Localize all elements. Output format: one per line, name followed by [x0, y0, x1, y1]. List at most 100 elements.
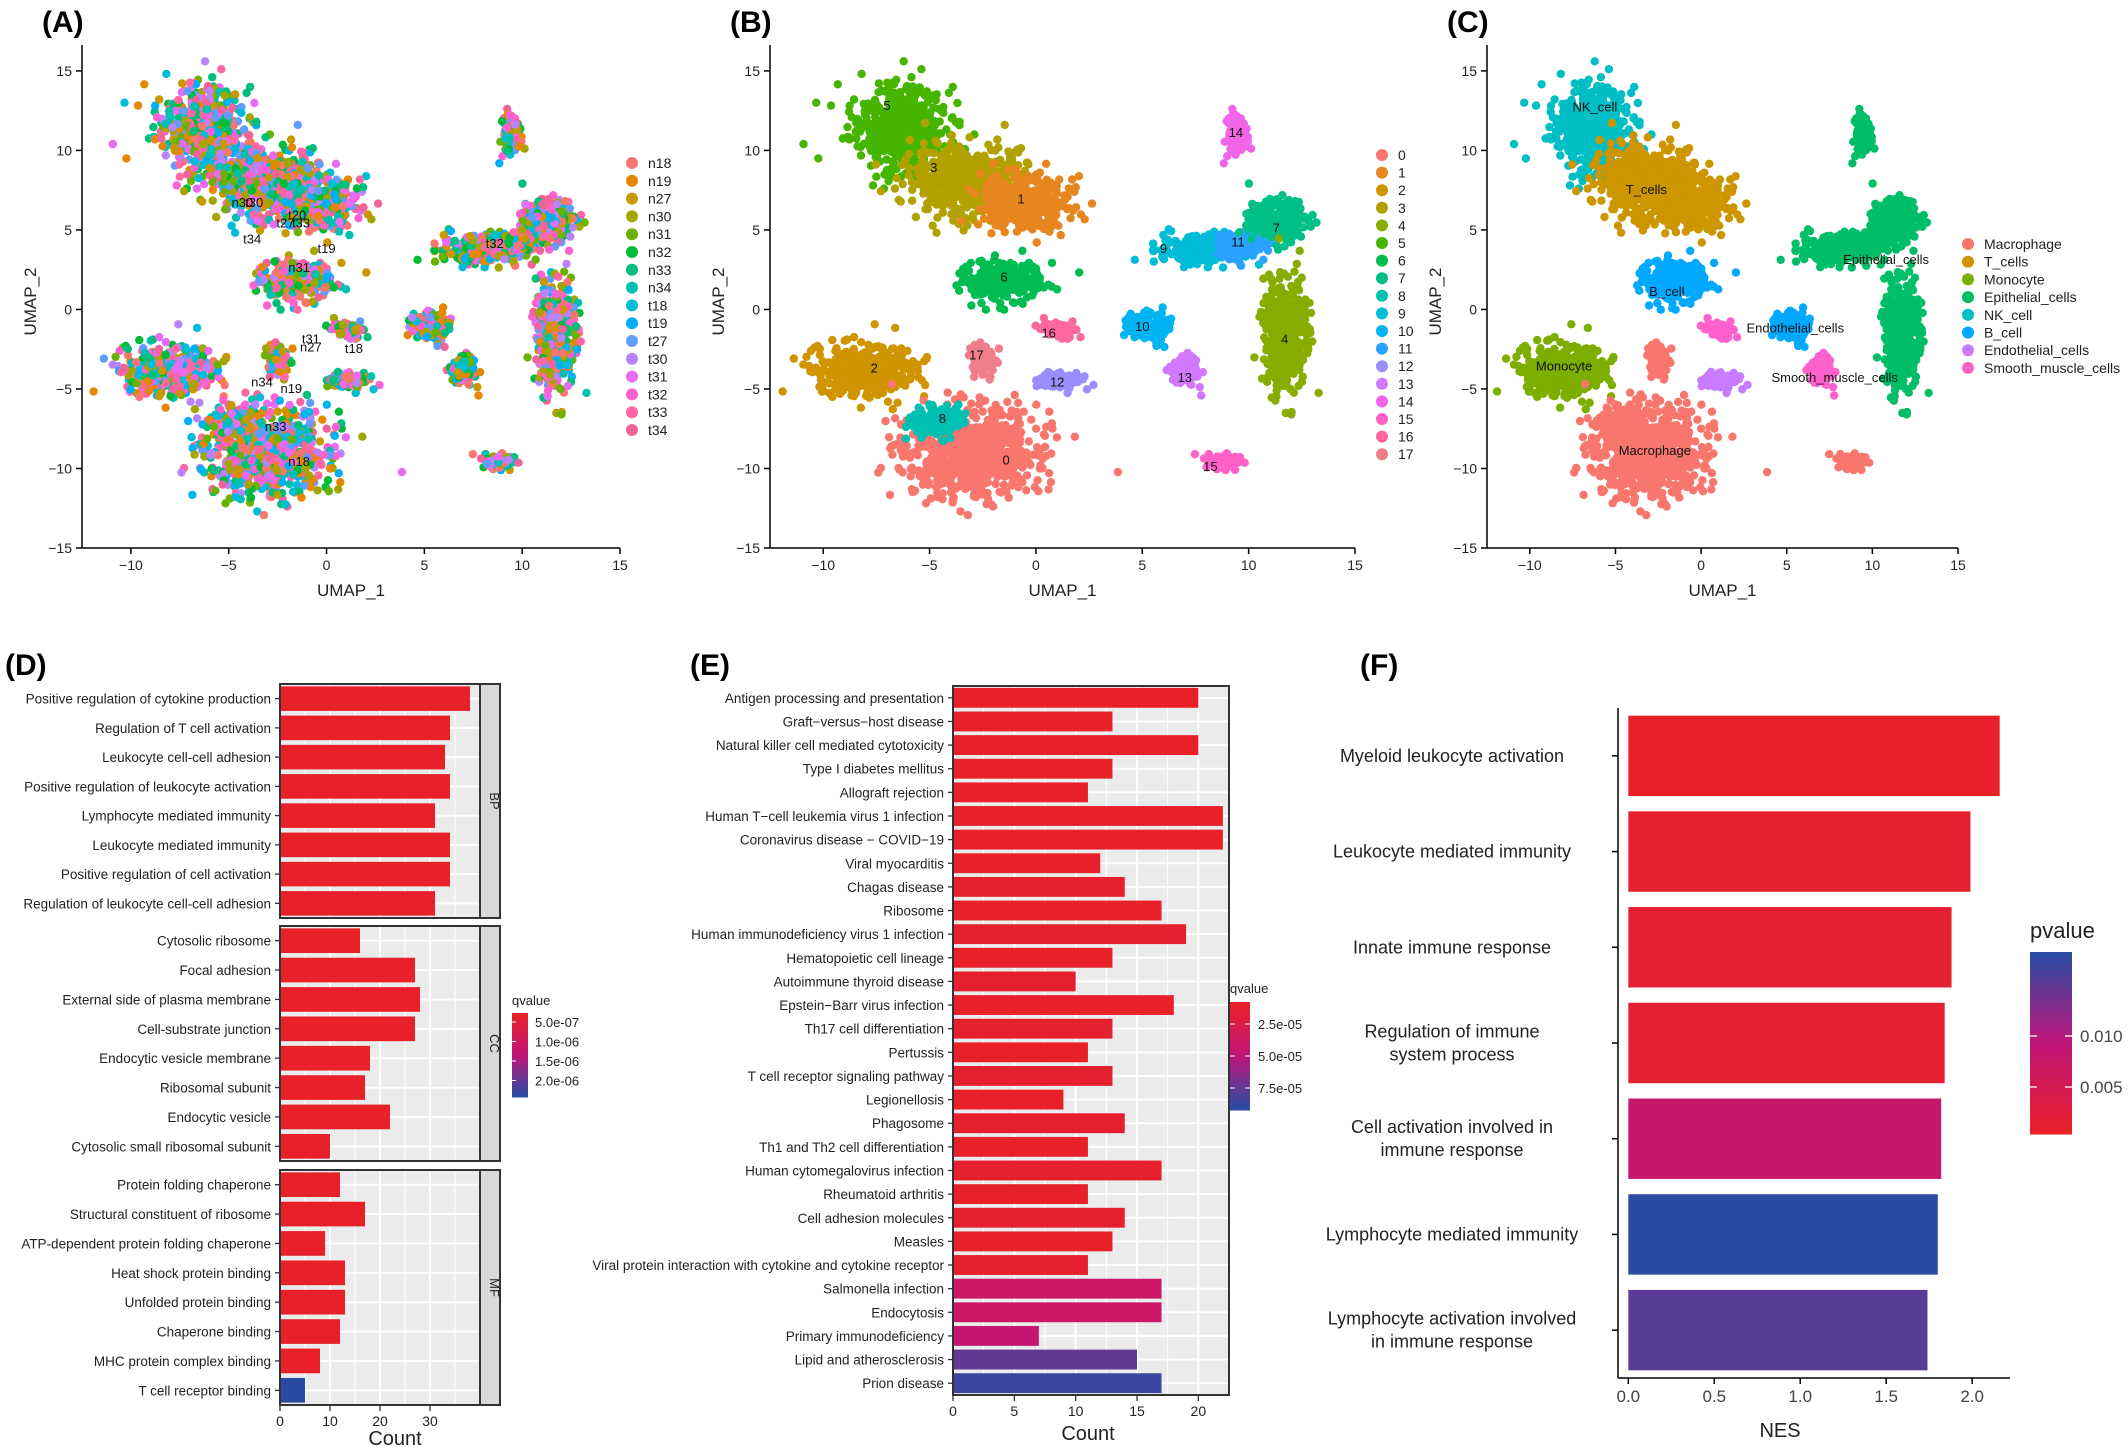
scatter-point — [190, 157, 199, 166]
scatter-point — [212, 411, 221, 420]
scatter-point — [285, 479, 294, 489]
scatter-point — [545, 370, 555, 380]
scatter-point — [244, 480, 253, 489]
legend-swatch — [626, 299, 638, 312]
scatter-point — [856, 151, 866, 160]
scatter-point — [341, 180, 350, 189]
scatter-point — [258, 263, 267, 272]
scatter-point — [329, 283, 338, 292]
scatter-point — [560, 197, 570, 206]
scatter-point — [253, 445, 262, 454]
scatter-point — [518, 216, 528, 225]
scatter-point — [253, 216, 263, 226]
scatter-point — [320, 283, 330, 292]
scatter-point — [566, 232, 575, 241]
scatter-point — [322, 273, 331, 282]
scatter-point — [494, 263, 503, 272]
scatter-point — [236, 426, 246, 435]
scatter-point — [151, 101, 160, 110]
scatter-point — [220, 91, 229, 100]
scatter-point — [295, 292, 305, 301]
scatter-point — [189, 379, 199, 389]
legend-label: t27 — [648, 333, 668, 349]
cluster-label: n27 — [300, 340, 322, 355]
scatter-point — [272, 268, 281, 277]
scatter-point — [178, 79, 187, 88]
scatter-point — [211, 486, 220, 495]
legend-label: n19 — [648, 173, 672, 189]
scatter-point — [202, 363, 211, 372]
scatter-point — [502, 123, 512, 132]
y-tick-label: 0 — [64, 301, 72, 317]
scatter-point — [327, 179, 336, 188]
scatter-point — [190, 163, 199, 172]
legend-swatch — [626, 352, 638, 365]
scatter-point — [161, 403, 170, 412]
scatter-point — [482, 459, 492, 469]
scatter-point — [315, 160, 324, 169]
scatter-point — [278, 347, 287, 356]
scatter-point — [278, 478, 287, 487]
scatter-point — [548, 359, 557, 369]
scatter-point — [194, 174, 203, 183]
scatter-point — [202, 99, 211, 108]
scatter-point — [219, 139, 228, 148]
scatter-point — [120, 98, 129, 107]
legend-label: n33 — [648, 262, 672, 278]
umap-panel-b: (B)−10 −5 0 5 10 15−15−10−5051015UMAP_1UMAP_2… — [709, 6, 1414, 600]
scatter-point — [301, 285, 310, 294]
scatter-point — [413, 255, 422, 264]
scatter-point — [475, 368, 485, 377]
scatter-point — [158, 142, 167, 151]
scatter-point — [200, 57, 210, 66]
scatter-point — [265, 407, 275, 417]
scatter-point — [330, 431, 339, 440]
scatter-point — [219, 177, 229, 186]
scatter-point — [133, 101, 143, 110]
scatter-point — [345, 230, 354, 240]
scatter-point — [354, 214, 363, 223]
scatter-point — [352, 378, 362, 388]
scatter-point — [169, 143, 179, 152]
scatter-point — [149, 122, 158, 132]
scatter-point — [266, 290, 275, 300]
scatter-point — [408, 327, 417, 336]
scatter-point — [202, 434, 212, 443]
scatter-point — [351, 325, 360, 334]
scatter-point — [551, 348, 560, 357]
scatter-point — [211, 114, 220, 123]
scatter-point — [539, 356, 548, 366]
scatter-point — [254, 430, 263, 439]
scatter-point — [308, 144, 317, 153]
legend-label: t33 — [648, 404, 668, 420]
scatter-point — [246, 408, 256, 417]
scatter-point — [359, 183, 368, 192]
cluster-label: t32 — [486, 236, 504, 251]
legend-swatch — [626, 174, 638, 187]
scatter-point — [450, 236, 460, 246]
scatter-point — [331, 159, 341, 168]
scatter-point — [99, 354, 109, 363]
scatter-point — [504, 455, 513, 464]
scatter-point — [426, 312, 435, 322]
scatter-point — [208, 185, 217, 195]
scatter-point — [337, 329, 346, 339]
scatter-point — [440, 342, 449, 352]
legend-swatch — [626, 157, 638, 169]
scatter-point — [582, 388, 591, 398]
cluster-label: n31 — [288, 260, 310, 275]
scatter-point — [196, 465, 206, 474]
scatter-point — [89, 387, 98, 396]
x-tick-label: 10 — [514, 557, 530, 573]
scatter-point — [359, 203, 368, 212]
scatter-point — [190, 450, 199, 459]
scatter-point — [161, 350, 171, 360]
scatter-point — [178, 139, 187, 148]
scatter-point — [563, 360, 572, 370]
legend-swatch — [626, 370, 638, 383]
scatter-point — [334, 227, 344, 236]
scatter-point — [206, 127, 216, 136]
scatter-point — [473, 249, 483, 258]
scatter-point — [161, 338, 171, 347]
scatter-point — [338, 202, 347, 211]
